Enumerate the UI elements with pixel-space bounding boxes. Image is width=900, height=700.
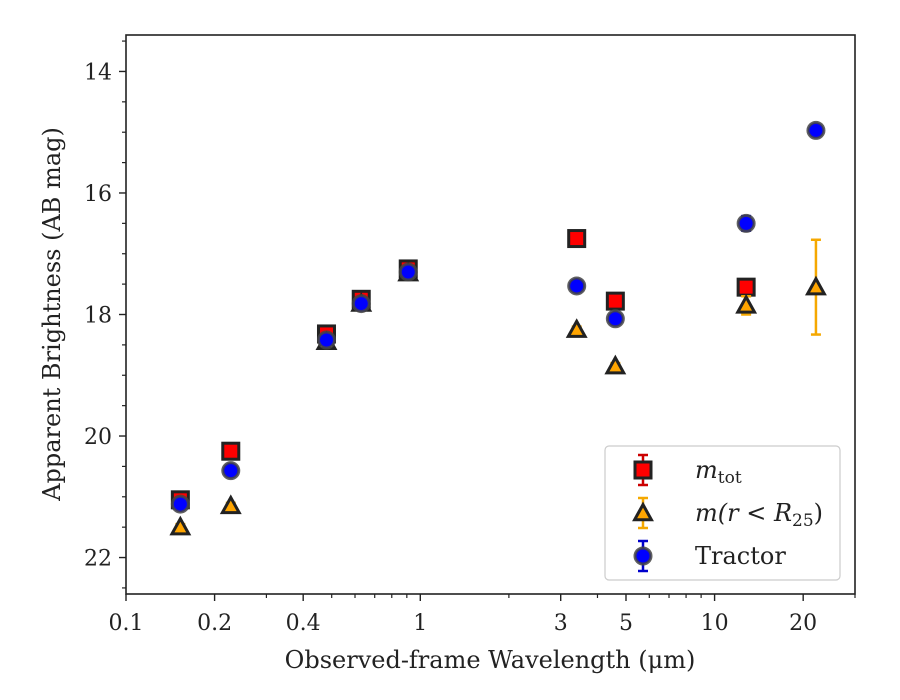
x-tick-label: 5	[619, 611, 633, 636]
legend: mtot m(r < R25) Tractor	[604, 445, 841, 581]
data-point-triangle	[735, 293, 758, 314]
x-tick-label: 1	[413, 611, 427, 636]
legend-entry: mtot	[633, 453, 742, 488]
x-tick-label: 0.4	[286, 611, 321, 636]
x-tick-label: 0.1	[109, 611, 144, 636]
data-point-square	[221, 441, 241, 461]
data-point-triangle	[604, 354, 627, 375]
data-point-square	[736, 277, 756, 297]
legend-entry: m(r < R25)	[632, 496, 823, 531]
x-tick-label: 10	[701, 611, 729, 636]
legend-marker-triangle	[632, 501, 654, 522]
data-point-triangle	[219, 494, 242, 515]
x-axis: 0.1 0.2 0.4 1 3 5 10 20	[109, 594, 856, 636]
y-axis-label: Apparent Brightness (AB mag)	[38, 127, 66, 502]
y-tick-label: 20	[84, 425, 112, 450]
data-point-triangle	[169, 515, 192, 536]
legend-marker-circle	[633, 546, 653, 566]
legend-marker-square	[633, 460, 653, 480]
data-point-circle	[170, 494, 190, 514]
data-point-circle	[398, 262, 418, 282]
data-marks	[169, 120, 827, 536]
x-tick-label: 0.2	[197, 611, 232, 636]
legend-box	[604, 445, 841, 581]
x-tick-label: 3	[554, 611, 568, 636]
x-axis-label: Observed-frame Wavelength (μm)	[285, 646, 696, 674]
data-point-circle	[221, 461, 241, 481]
y-tick-label: 16	[84, 182, 112, 207]
data-point-circle	[605, 309, 625, 329]
data-point-circle	[567, 276, 587, 296]
x-tick-label: 20	[789, 611, 817, 636]
data-point-square	[567, 229, 587, 249]
data-point-circle	[316, 330, 336, 350]
legend-label: mtot	[695, 456, 742, 488]
data-point-triangle	[804, 275, 827, 296]
series-circle	[170, 120, 826, 514]
data-point-circle	[351, 294, 371, 314]
y-tick-label: 18	[84, 304, 112, 329]
legend-label: m(r < R25)	[695, 499, 823, 531]
y-tick-label: 22	[84, 547, 112, 572]
legend-label: Tractor	[695, 542, 786, 570]
data-point-circle	[736, 213, 756, 233]
y-axis: 14 16 18 20 22	[84, 40, 126, 589]
data-point-circle	[806, 120, 826, 140]
data-point-triangle	[565, 318, 588, 338]
legend-entry: Tractor	[633, 539, 786, 573]
data-point-square	[605, 291, 625, 311]
y-tick-label: 14	[84, 60, 112, 85]
